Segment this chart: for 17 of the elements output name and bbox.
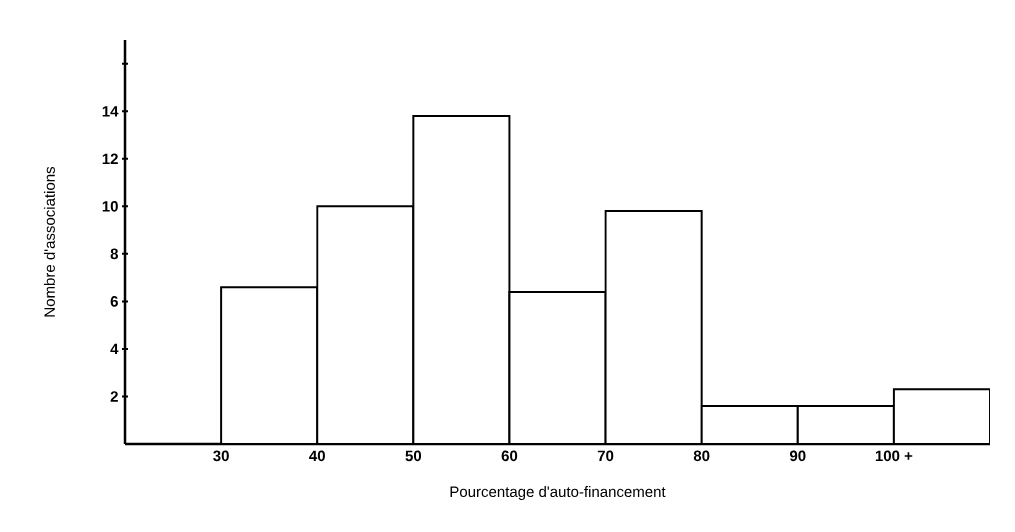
x-tick-label: 100 +	[875, 450, 913, 462]
y-tick-label: 14	[102, 106, 119, 117]
x-tick-label: 70	[597, 450, 614, 462]
y-tick-label: 12	[102, 153, 118, 165]
x-tick-label: 80	[693, 450, 710, 462]
y-tick-label: 6	[110, 296, 118, 307]
x-tick-label: 50	[405, 450, 422, 462]
y-tick-label: 2	[110, 391, 118, 402]
x-tick-label: 30	[213, 450, 229, 462]
x-tick-label: 40	[309, 450, 325, 462]
x-tick-label: 60	[501, 450, 518, 462]
x-tick-label: 90	[789, 450, 806, 462]
y-tick-label: 8	[110, 248, 119, 260]
y-tick-label: 4	[110, 343, 119, 355]
y-axis-title: Nombre d'associations	[43, 166, 55, 317]
x-axis-title: Pourcentage d'auto-financement	[450, 486, 666, 500]
y-tick-label: 10	[102, 201, 118, 212]
